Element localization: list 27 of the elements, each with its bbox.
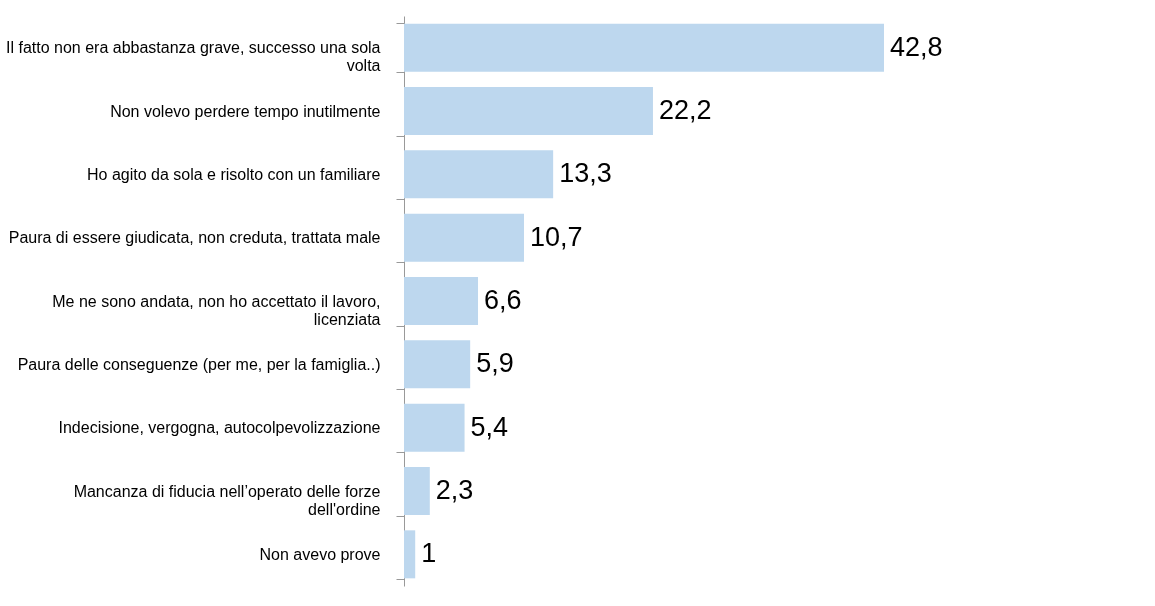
data-label: 1: [421, 538, 437, 569]
bar: [404, 23, 884, 72]
y-tick-label: Il fatto non era abbastanza grave, successo una sola volta: [6, 39, 381, 75]
y-tick-label: Me ne sono andata, non ho accettato il lavoro, licenziata: [52, 292, 381, 328]
bar: [404, 213, 524, 262]
bar: [404, 340, 471, 389]
bar: [404, 403, 465, 452]
y-tick-label: Ho agito da sola e risolto con un familiare: [87, 165, 381, 183]
data-label: 2,3: [435, 475, 474, 505]
data-label: 6,6: [484, 285, 522, 315]
bar: [404, 150, 554, 199]
y-tick-label: Non avevo prove: [259, 545, 381, 563]
data-label: 10,7: [530, 221, 583, 252]
y-tick-label: Indecisione, vergogna, autocolpevolizzazione: [58, 419, 381, 437]
bar: [404, 87, 653, 135]
data-label: 42,8: [890, 31, 943, 62]
y-tick-label: Mancanza di fiducia nell’operato delle forze dell'ordine: [73, 482, 381, 518]
data-label: 13,3: [559, 158, 612, 189]
y-tick-label: Paura di essere giudicata, non creduta, trattata male: [8, 229, 381, 247]
y-tick-label: Non volevo perdere tempo inutilmente: [110, 102, 381, 120]
bar: [404, 467, 430, 515]
data-label: 5,9: [476, 348, 514, 379]
y-tick-label: Paura delle conseguenze (per me, per la famiglia..): [17, 355, 381, 373]
data-label: 22,2: [658, 95, 712, 125]
bar: [404, 530, 416, 579]
data-label: 5,4: [470, 411, 509, 442]
bar: [404, 277, 479, 325]
